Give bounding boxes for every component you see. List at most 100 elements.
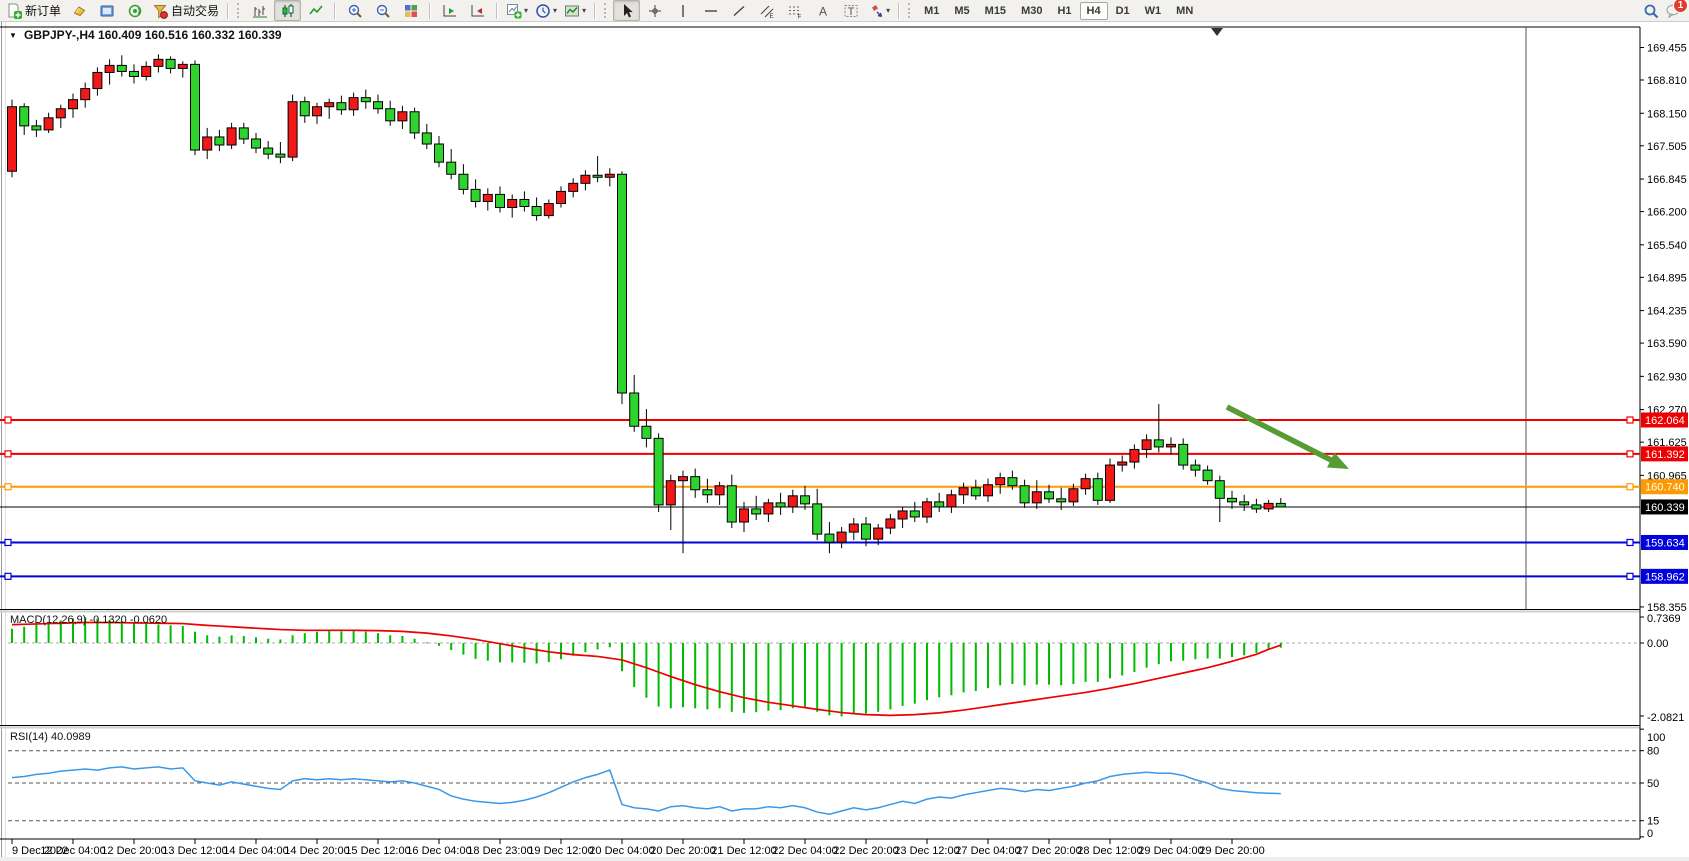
new-chart-button[interactable]: ▾ — [503, 0, 531, 21]
svg-text:162.930: 162.930 — [1647, 371, 1687, 383]
svg-text:0.00: 0.00 — [1647, 638, 1668, 650]
signals-button[interactable] — [121, 0, 148, 21]
bar-chart-button[interactable] — [246, 0, 273, 21]
svg-text:16 Dec 04:00: 16 Dec 04:00 — [406, 845, 471, 857]
svg-text:14 Dec 04:00: 14 Dec 04:00 — [223, 845, 288, 857]
svg-text:27 Dec 20:00: 27 Dec 20:00 — [1016, 845, 1081, 857]
tf-button-h4[interactable]: H4 — [1079, 1, 1108, 20]
svg-text:50: 50 — [1647, 778, 1659, 790]
svg-text:161.625: 161.625 — [1647, 437, 1687, 449]
terminal-button[interactable] — [93, 0, 120, 21]
svg-text:20 Dec 20:00: 20 Dec 20:00 — [650, 845, 715, 857]
line-chart-icon — [308, 4, 323, 14]
autotrading-icon — [153, 4, 168, 19]
arrows-tool-button[interactable]: ▾ — [865, 0, 893, 21]
trendline-tool-button[interactable] — [725, 0, 752, 21]
autotrading-button[interactable]: 自动交易 — [149, 0, 222, 21]
svg-text:165.540: 165.540 — [1647, 240, 1687, 252]
svg-text:168.810: 168.810 — [1647, 75, 1687, 87]
line-chart-button[interactable] — [302, 0, 329, 21]
svg-text:E: E — [769, 14, 773, 19]
svg-text:13 Dec 12:00: 13 Dec 12:00 — [162, 845, 227, 857]
chart-shift-icon — [471, 4, 484, 16]
chevron-down-icon[interactable]: ▾ — [582, 6, 587, 15]
svg-text:166.845: 166.845 — [1647, 174, 1687, 186]
svg-text:168.150: 168.150 — [1647, 108, 1687, 120]
chevron-down-icon[interactable]: ▾ — [553, 6, 558, 15]
channel-tool-button[interactable]: E — [753, 0, 780, 21]
svg-text:15 Dec 12:00: 15 Dec 12:00 — [345, 845, 410, 857]
toolbar: 新订单 自动交易 ▾ ▾ ▾ E F A T ▾ M — [0, 0, 1689, 22]
vline-tool-button[interactable] — [669, 0, 696, 21]
svg-text:23 Dec 12:00: 23 Dec 12:00 — [894, 845, 959, 857]
svg-text:19 Dec 12:00: 19 Dec 12:00 — [528, 845, 593, 857]
zoom-out-button[interactable] — [369, 0, 396, 21]
svg-text:80: 80 — [1647, 746, 1659, 758]
tile-windows-button[interactable] — [397, 0, 424, 21]
new-order-icon — [8, 3, 22, 19]
clock-icon — [536, 3, 550, 18]
text-tool-button[interactable]: A — [809, 0, 836, 21]
indicators-button[interactable]: ▾ — [561, 0, 589, 21]
autotrading-label: 自动交易 — [171, 4, 220, 18]
tf-button-m15[interactable]: M15 — [984, 4, 1007, 17]
svg-text:12 Dec 20:00: 12 Dec 20:00 — [101, 845, 166, 857]
fibonacci-tool-button[interactable]: F — [781, 0, 808, 21]
symbol-dropdown-icon[interactable]: ▼ — [9, 31, 17, 40]
svg-text:0: 0 — [1647, 828, 1653, 840]
candlestick-chart-button[interactable] — [274, 0, 302, 21]
toolbar-grip — [908, 3, 913, 18]
gold-icon — [73, 5, 85, 16]
separator — [594, 2, 597, 19]
chart-shift-button[interactable] — [464, 0, 491, 21]
tf-button-w1[interactable]: W1 — [1144, 4, 1162, 17]
tf-button-m30[interactable]: M30 — [1021, 4, 1043, 17]
tf-button-m5[interactable]: M5 — [954, 4, 970, 17]
svg-text:29 Dec 20:00: 29 Dec 20:00 — [1199, 845, 1264, 857]
chevron-down-icon[interactable]: ▾ — [524, 6, 529, 15]
chart-title: GBPJPY-,H4 160.409 160.516 160.332 160.3… — [24, 28, 282, 42]
notifications-button[interactable]: 1 — [1665, 0, 1688, 19]
cursor-button[interactable] — [613, 0, 641, 21]
trendline-icon — [733, 5, 745, 16]
svg-text:0.7369: 0.7369 — [1647, 613, 1681, 625]
svg-text:14 Dec 20:00: 14 Dec 20:00 — [284, 845, 349, 857]
svg-text:160.740: 160.740 — [1645, 482, 1685, 494]
tf-button-mn[interactable]: MN — [1176, 4, 1194, 17]
svg-text:166.200: 166.200 — [1647, 207, 1687, 219]
chevron-down-icon[interactable]: ▾ — [886, 6, 891, 15]
period-button[interactable]: ▾ — [532, 0, 560, 21]
toolbar-grip — [237, 3, 242, 18]
tf-button-h1[interactable]: H1 — [1057, 4, 1072, 17]
zoom-in-button[interactable] — [341, 0, 368, 21]
crosshair-button[interactable] — [641, 0, 668, 21]
svg-text:22 Dec 04:00: 22 Dec 04:00 — [772, 845, 837, 857]
hline-tool-button[interactable] — [697, 0, 724, 21]
label-tool-button[interactable]: T — [837, 0, 864, 21]
tf-button-m1[interactable]: M1 — [924, 4, 940, 17]
svg-text:158.355: 158.355 — [1647, 602, 1687, 614]
svg-text:167.505: 167.505 — [1647, 141, 1687, 153]
market-watch-button[interactable] — [65, 0, 92, 21]
svg-text:F: F — [797, 14, 801, 19]
bar-chart-icon — [252, 5, 267, 17]
shapes-arrows-icon — [872, 4, 883, 17]
auto-scroll-button[interactable] — [436, 0, 463, 21]
text-label-icon: T — [844, 4, 858, 18]
auto-scroll-icon — [443, 4, 456, 16]
search-icon[interactable] — [1643, 3, 1659, 19]
svg-text:A: A — [819, 4, 827, 18]
rsi-label: RSI(14) 40.0989 — [10, 731, 91, 743]
separator — [227, 2, 230, 19]
vertical-line-icon — [681, 4, 684, 17]
svg-text:169.455: 169.455 — [1647, 43, 1687, 55]
tf-button-d1[interactable]: D1 — [1115, 4, 1130, 17]
terminal-icon — [100, 5, 114, 16]
svg-text:162.064: 162.064 — [1645, 415, 1685, 427]
crosshair-icon — [648, 4, 661, 17]
svg-text:20 Dec 04:00: 20 Dec 04:00 — [589, 845, 654, 857]
svg-text:12 Dec 04:00: 12 Dec 04:00 — [40, 845, 105, 857]
new-order-button[interactable]: 新订单 — [3, 0, 64, 21]
toolbar-grip — [604, 3, 609, 18]
